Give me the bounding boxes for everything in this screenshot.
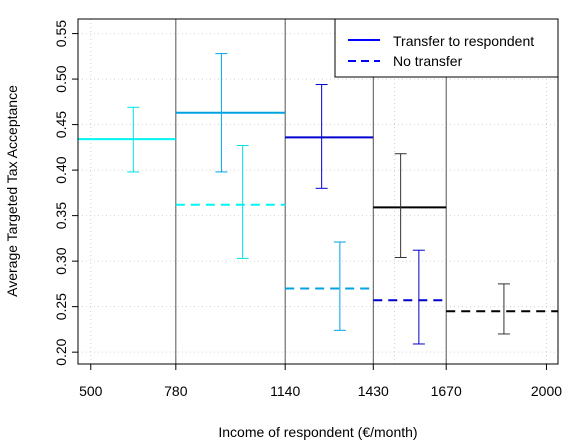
- legend-box: [334, 18, 559, 78]
- y-tick-label-5: 0.45: [53, 111, 69, 138]
- x-tick-label-2: 1140: [270, 383, 300, 399]
- y-tick-label-4: 0.40: [53, 156, 69, 183]
- legend-label-transfer: Transfer to respondent: [393, 33, 534, 49]
- series-1-error-bar-2: [412, 249, 425, 345]
- plot-frame: [77, 18, 559, 365]
- series-0-error-bar-3: [394, 153, 407, 258]
- x-tick-label-3: 1430: [358, 383, 389, 399]
- y-tick-label-0: 0.20: [53, 338, 69, 365]
- y-axis: 0.20 0.25 0.30 0.35 0.40 0.45 0.50 0.55: [53, 20, 78, 366]
- x-tick-label-0: 500: [79, 383, 103, 399]
- y-tick-label-3: 0.35: [53, 202, 69, 229]
- series-0-error-bar-0: [127, 106, 140, 173]
- x-tick-label-4: 1670: [431, 383, 462, 399]
- data-marks: [78, 53, 558, 345]
- series-1-error-bar-1: [333, 241, 346, 331]
- x-axis: 500 780 1140 1430 1670 2000: [79, 364, 562, 399]
- series-0-error-bar-1: [215, 53, 228, 173]
- series-1-error-bar-0: [236, 145, 249, 259]
- y-tick-label-2: 0.30: [53, 247, 69, 274]
- x-tick-label-5: 2000: [531, 383, 562, 399]
- legend-label-no-transfer: No transfer: [393, 53, 463, 69]
- x-tick-label-1: 780: [164, 383, 188, 399]
- series-1-error-bar-3: [497, 283, 510, 335]
- x-axis-title: Income of respondent (€/month): [218, 424, 417, 440]
- y-tick-label-7: 0.55: [53, 20, 69, 47]
- y-tick-label-1: 0.25: [53, 293, 69, 320]
- y-axis-title: Average Targeted Tax Acceptance: [4, 85, 20, 297]
- series-0-error-bar-2: [315, 84, 328, 189]
- y-tick-label-6: 0.50: [53, 65, 69, 92]
- legend: Transfer to respondent No transfer: [334, 18, 559, 78]
